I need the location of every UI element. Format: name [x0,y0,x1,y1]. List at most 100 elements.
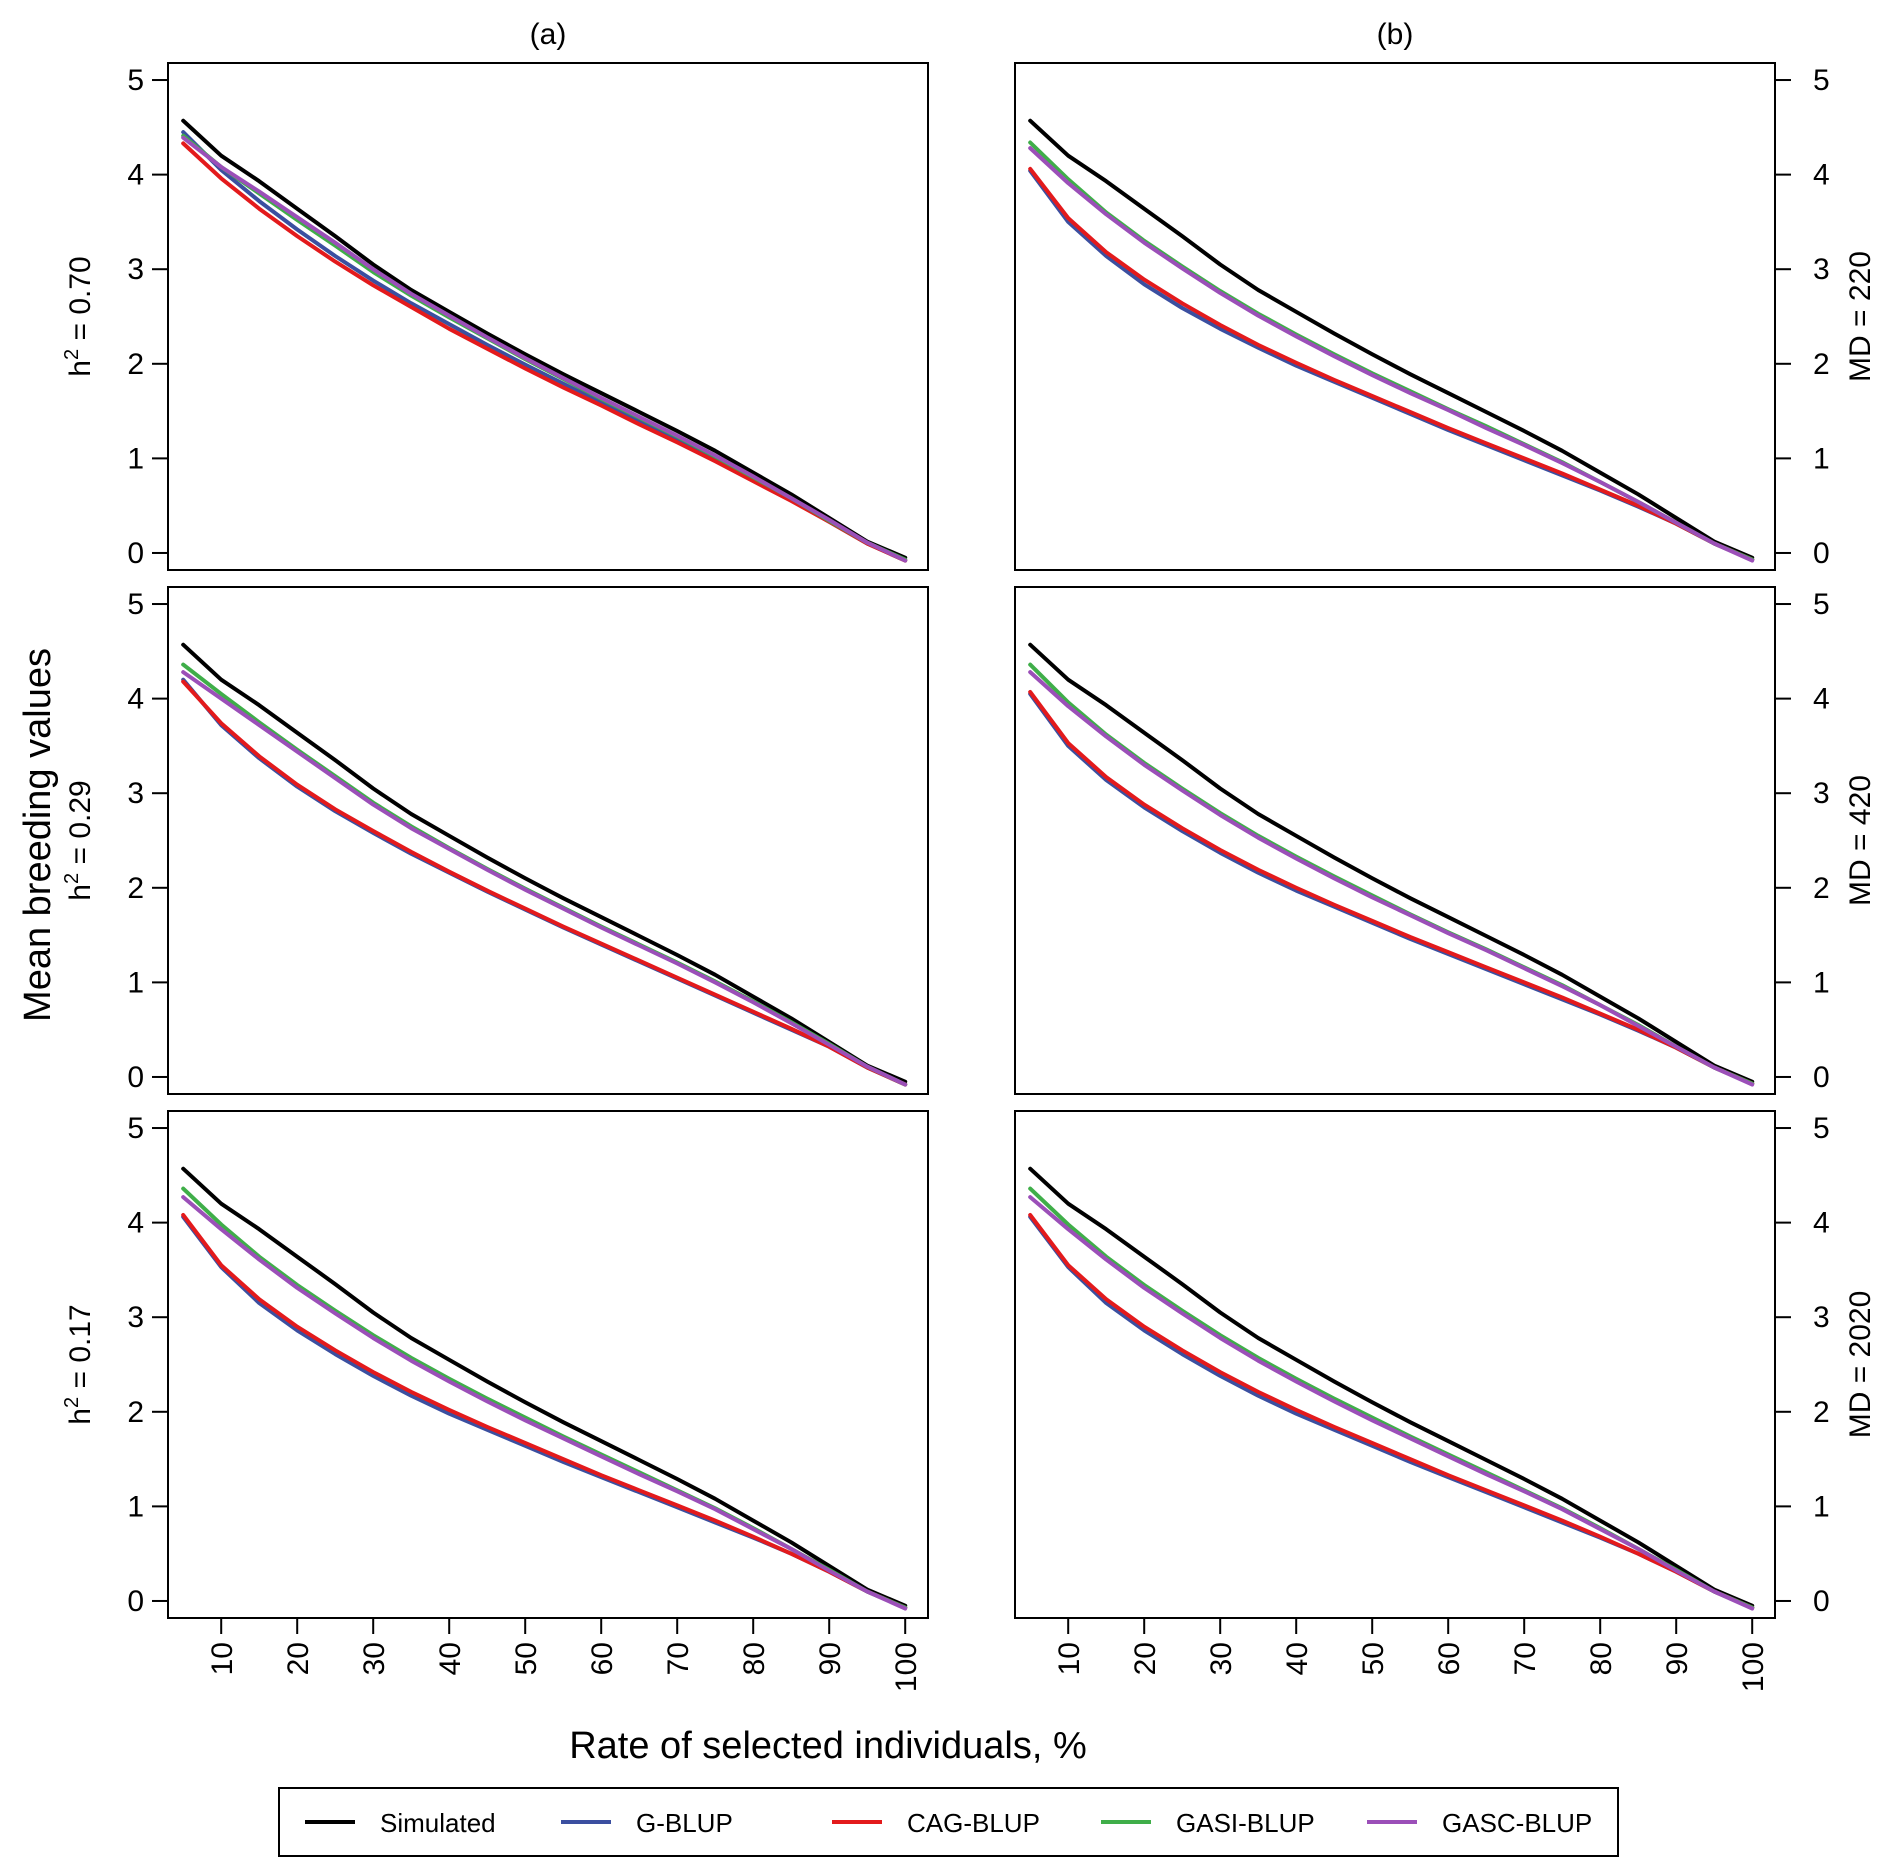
legend-item-gasc-blup: GASC-BLUP [1367,1808,1592,1838]
legend-item-gasi-blup: GASI-BLUP [1101,1808,1315,1838]
x-tick-label: 50 [510,1642,543,1675]
panel-title: (b) [1377,18,1414,51]
y-tick-label: 2 [127,1396,144,1429]
y-tick-label: 3 [1813,1301,1830,1334]
y-tick-label: 0 [1813,1061,1830,1094]
legend: Simulated G-BLUP CAG-BLUP GASI-BLUP GASC-BLU… [278,1787,1619,1857]
y-tick-label: 1 [127,1490,144,1523]
series-line-simulated [1028,642,1755,1084]
x-tick-label: 40 [434,1642,467,1675]
x-tick-label: 60 [1433,1642,1466,1675]
x-axis-title: Rate of selected individuals, % [569,1725,1087,1767]
series-line-gasc-blup [181,670,908,1087]
y-tick-label: 2 [1813,1396,1830,1429]
y-tick-label: 5 [127,1112,144,1145]
series-line-gasc-blup [181,1195,908,1611]
row-label-md: MD = 220 [1844,251,1877,382]
y-axis-title: Mean breeding values [17,648,59,1022]
x-tick-label: 90 [814,1642,847,1675]
series-line-simulated [181,1166,908,1608]
y-tick-label: 0 [127,1585,144,1618]
row-label-md: MD = 2020 [1844,1291,1877,1439]
y-tick-label: 0 [1813,537,1830,570]
y-tick-label: 5 [1813,64,1830,97]
legend-item-simulated: Simulated [305,1808,496,1838]
legend-item-cag-blup: CAG-BLUP [832,1808,1040,1838]
x-tick-label: 60 [586,1642,619,1675]
plot-frame [1014,62,1776,571]
y-tick-label: 1 [1813,1490,1830,1523]
y-tick-label: 4 [1813,683,1830,716]
series-line-simulated [1028,118,1755,560]
y-tick-label: 1 [127,442,144,475]
plot-frame [1014,586,1776,1095]
series-line-cag-blup [181,1213,908,1610]
y-tick-label: 4 [127,1207,144,1240]
series-line-gasc-blup [1028,670,1755,1087]
panel-a-row-3: 0 1 2 3 4 5 10 20 30 40 50 60 70 80 90 100 h2 = 0.17 [61,1110,929,1692]
legend-label: G-BLUP [636,1808,733,1838]
y-tick-label: 1 [1813,442,1830,475]
row-label-heritability: h2 = 0.70 [61,256,97,376]
x-tick-label: 30 [1205,1642,1238,1675]
y-tick-label: 3 [127,253,144,286]
y-tick-label: 3 [127,1301,144,1334]
y-tick-label: 5 [127,588,144,621]
x-tick-label: 70 [1509,1642,1542,1675]
x-tick-label: 20 [1129,1642,1162,1675]
legend-label: CAG-BLUP [907,1808,1040,1838]
y-tick-label: 3 [127,777,144,810]
series-line-simulated [1028,1166,1755,1608]
y-tick-label: 0 [1813,1585,1830,1618]
legend-box [278,1787,1619,1857]
y-tick-label: 3 [1813,253,1830,286]
legend-label: GASI-BLUP [1176,1808,1315,1838]
y-tick-label: 2 [1813,872,1830,905]
x-tick-label: 70 [662,1642,695,1675]
y-tick-label: 4 [127,159,144,192]
x-tick-label: 80 [1585,1642,1618,1675]
series-line-simulated [181,118,908,560]
row-label-heritability: h2 = 0.17 [61,1304,97,1424]
row-label-heritability: h2 = 0.29 [61,780,97,900]
plot-frame [167,1110,929,1619]
x-tick-label: 40 [1281,1642,1314,1675]
y-tick-label: 1 [127,966,144,999]
x-tick-label: 10 [206,1642,239,1675]
x-tick-label: 80 [738,1642,771,1675]
x-tick-label: 30 [358,1642,391,1675]
panel-b-row-1: 0 1 2 3 4 5 (b) MD = 220 [1014,18,1877,571]
plot-frame [1014,1110,1776,1619]
plot-frame [167,586,929,1095]
series-line-cag-blup [181,141,908,563]
plot-frame [167,62,929,571]
y-tick-label: 0 [127,1061,144,1094]
series-line-gasc-blup [1028,146,1755,563]
y-tick-label: 3 [1813,777,1830,810]
legend-label: Simulated [380,1808,496,1838]
y-tick-label: 5 [1813,588,1830,621]
series-line-cag-blup [1028,166,1755,562]
panel-title: (a) [530,18,567,51]
x-tick-label: 100 [890,1642,923,1692]
series-line-cag-blup [1028,1213,1755,1610]
x-tick-label: 90 [1661,1642,1694,1675]
panel-a-row-2: 0 1 2 3 4 5 h2 = 0.29 [61,586,929,1095]
panels: 0 1 2 3 4 5 (a) h2 = 0.70 0 1 2 3 4 5 (b) MD = 220 0 1 2 3 4… [61,18,1877,1692]
y-tick-label: 2 [1813,348,1830,381]
x-tick-label: 50 [1357,1642,1390,1675]
panel-b-row-3: 0 1 2 3 4 5 10 20 30 40 50 60 70 80 90 100 MD = 2020 [1014,1110,1877,1692]
x-tick-label: 10 [1053,1642,1086,1675]
legend-label: GASC-BLUP [1442,1808,1592,1838]
panel-b-row-2: 0 1 2 3 4 5 MD = 420 [1014,586,1877,1095]
y-tick-label: 1 [1813,966,1830,999]
y-tick-label: 2 [127,348,144,381]
y-tick-label: 4 [1813,1207,1830,1240]
row-label-md: MD = 420 [1844,775,1877,906]
x-tick-label: 100 [1737,1642,1770,1692]
series-line-cag-blup [181,679,908,1087]
series-line-simulated [181,642,908,1084]
series-line-gasc-blup [1028,1195,1755,1611]
